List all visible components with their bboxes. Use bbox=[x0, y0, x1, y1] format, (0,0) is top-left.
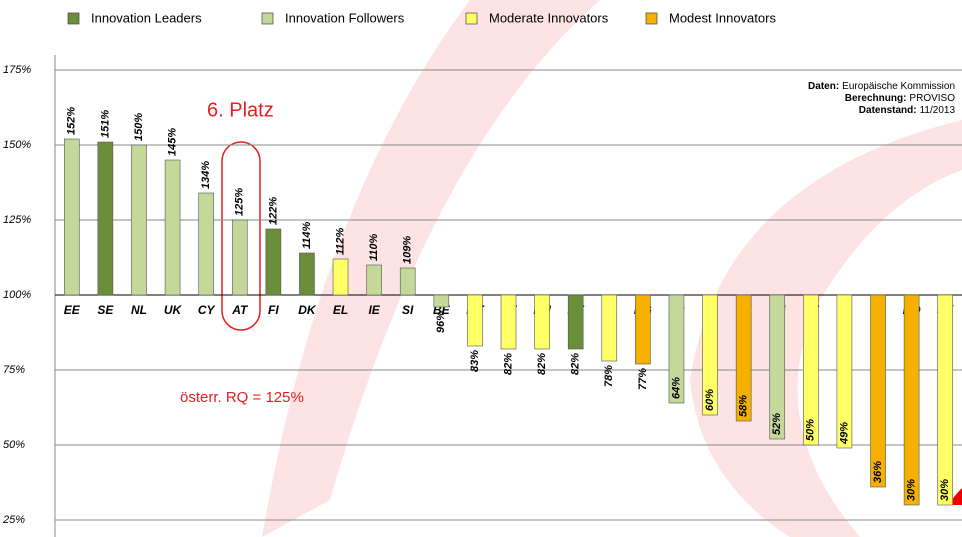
annotation: österr. RQ = 125% bbox=[180, 389, 304, 406]
value-label: 82% bbox=[570, 353, 582, 375]
value-label: 50% bbox=[805, 419, 817, 441]
legend-swatch bbox=[645, 12, 658, 25]
bar bbox=[433, 294, 450, 308]
bar bbox=[164, 159, 181, 296]
source-label: Daten: bbox=[808, 81, 839, 92]
value-label: 114% bbox=[301, 221, 313, 249]
bar bbox=[735, 294, 752, 422]
y-tick-label: 125% bbox=[3, 214, 31, 226]
bar bbox=[601, 294, 618, 362]
bar bbox=[635, 294, 651, 365]
x-tick-label: NL bbox=[131, 303, 147, 317]
bar bbox=[299, 252, 315, 296]
bar bbox=[702, 294, 718, 416]
value-label: 30% bbox=[906, 479, 918, 501]
bar bbox=[668, 294, 685, 404]
legend-swatch bbox=[67, 12, 80, 25]
legend-label: Innovation Followers bbox=[285, 10, 405, 25]
source-line: Daten: Europäische Kommission bbox=[808, 81, 955, 92]
y-tick-label: 175% bbox=[3, 64, 31, 76]
highlight-ring bbox=[221, 141, 261, 331]
bar bbox=[836, 294, 853, 449]
value-label: 60% bbox=[704, 389, 716, 411]
x-tick-label: EE bbox=[64, 303, 81, 317]
bar bbox=[366, 264, 382, 296]
value-label: 36% bbox=[872, 461, 884, 483]
legend-label: Innovation Leaders bbox=[91, 10, 202, 25]
background-swoosh bbox=[262, 0, 962, 537]
source-line: Berechnung: PROVISO bbox=[845, 93, 955, 104]
bar bbox=[769, 294, 786, 440]
y-tick-label: 50% bbox=[3, 439, 25, 451]
source-text: Europäische Kommission bbox=[842, 81, 955, 92]
bar bbox=[903, 294, 920, 506]
value-label: 83% bbox=[469, 350, 481, 372]
x-tick-label: SE bbox=[97, 303, 114, 317]
value-label: 49% bbox=[838, 422, 850, 445]
x-tick-label: EL bbox=[333, 303, 348, 317]
bar bbox=[198, 192, 214, 296]
legend-swatch bbox=[261, 12, 274, 25]
bar bbox=[500, 294, 517, 350]
legend-label: Modest Innovators bbox=[669, 10, 776, 25]
bar bbox=[332, 258, 349, 296]
value-label: 96% bbox=[435, 311, 447, 333]
bar bbox=[534, 294, 550, 350]
y-tick-label: 25% bbox=[2, 514, 25, 526]
bar bbox=[231, 219, 248, 296]
x-tick-label: AT bbox=[231, 303, 249, 317]
legend-label: Moderate Innovators bbox=[489, 10, 609, 25]
source-label: Datenstand: bbox=[859, 105, 917, 116]
bar bbox=[399, 267, 416, 296]
source-text: 11/2013 bbox=[920, 105, 956, 116]
bar bbox=[937, 294, 954, 506]
source-line: Datenstand: 11/2013 bbox=[859, 105, 956, 116]
value-label: 150% bbox=[133, 113, 145, 141]
value-label: 152% bbox=[66, 107, 78, 135]
value-label: 151% bbox=[99, 110, 111, 138]
value-label: 58% bbox=[738, 395, 750, 417]
x-tick-label: FI bbox=[268, 303, 279, 317]
annotation: 6. Platz bbox=[207, 99, 274, 121]
value-label: 82% bbox=[536, 353, 548, 375]
value-label: 145% bbox=[166, 128, 178, 156]
x-tick-label: CY bbox=[198, 303, 216, 317]
value-label: 82% bbox=[502, 353, 514, 375]
x-tick-label: UK bbox=[164, 303, 183, 317]
legend-swatch bbox=[465, 12, 478, 25]
x-tick-label: DK bbox=[298, 303, 317, 317]
source-text: PROVISO bbox=[909, 93, 955, 104]
bar bbox=[567, 294, 584, 350]
x-tick-label: IE bbox=[368, 303, 380, 317]
value-label: 78% bbox=[603, 365, 615, 387]
y-tick-label: 150% bbox=[3, 139, 31, 151]
value-label: 122% bbox=[267, 197, 279, 225]
bar bbox=[265, 228, 282, 296]
bar bbox=[870, 294, 886, 488]
x-tick-label: SI bbox=[402, 303, 414, 317]
value-label: 134% bbox=[200, 161, 212, 189]
source-label: Berechnung: bbox=[845, 93, 907, 104]
value-label: 77% bbox=[637, 368, 649, 390]
value-label: 64% bbox=[670, 377, 682, 399]
value-label: 52% bbox=[771, 413, 783, 435]
bar bbox=[97, 141, 114, 296]
y-tick-label: 100% bbox=[3, 289, 31, 301]
y-tick-label: 75% bbox=[3, 364, 25, 376]
value-label: 110% bbox=[368, 233, 380, 261]
value-label: 109% bbox=[402, 236, 414, 264]
bar bbox=[131, 144, 147, 296]
bar bbox=[803, 294, 819, 446]
value-label: 125% bbox=[234, 188, 246, 216]
bar bbox=[467, 294, 483, 347]
value-label: 112% bbox=[334, 227, 346, 255]
value-label: 30% bbox=[939, 479, 951, 501]
bar bbox=[63, 138, 80, 296]
